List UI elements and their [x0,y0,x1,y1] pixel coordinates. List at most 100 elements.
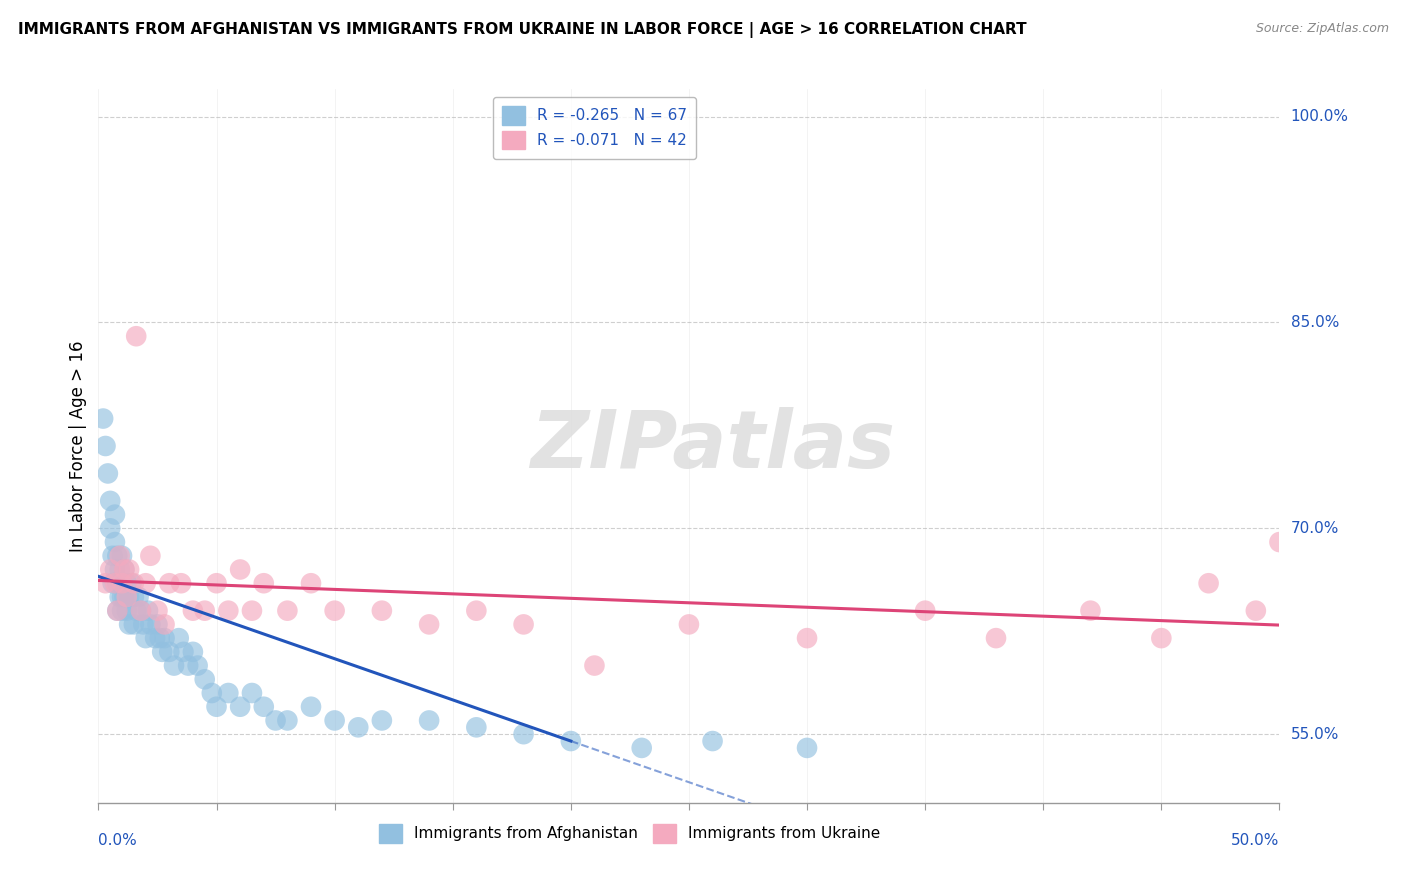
Point [122,617,145,632]
Text: 70.0%: 70.0% [1291,521,1339,536]
Point [172,645,194,659]
Point [108,590,131,604]
Point [146,604,169,618]
Point [153,617,176,632]
Point [121,576,143,591]
Point [465,604,488,618]
Text: 55.0%: 55.0% [1291,727,1339,741]
Point [105,549,128,563]
Point [115,576,138,591]
Text: 100.0%: 100.0% [1291,109,1348,124]
Point [371,714,394,728]
Point [512,617,534,632]
Point [187,658,209,673]
Point [135,576,157,591]
Point [630,740,652,755]
Point [194,604,217,618]
Point [418,714,440,728]
Point [108,562,131,576]
Point [702,734,724,748]
Point [129,604,152,618]
Point [111,549,134,563]
Point [253,576,276,591]
Point [167,631,190,645]
Point [149,631,172,645]
Point [299,699,322,714]
Point [105,604,128,618]
Point [108,549,131,563]
Point [97,467,120,481]
Point [104,535,127,549]
Point [177,658,200,673]
Point [465,720,488,734]
Text: 50.0%: 50.0% [1232,833,1279,848]
Point [1198,576,1220,591]
Point [796,631,818,645]
Point [111,576,134,591]
Point [105,604,128,618]
Point [105,576,128,591]
Point [796,740,818,755]
Point [136,604,159,618]
Point [347,720,370,734]
Point [323,714,346,728]
Point [205,576,228,591]
Point [128,590,150,604]
Y-axis label: In Labor Force | Age > 16: In Labor Force | Age > 16 [69,340,87,552]
Point [181,645,204,659]
Point [118,617,141,632]
Text: ZIPatlas: ZIPatlas [530,407,896,485]
Point [205,699,228,714]
Point [112,562,135,576]
Point [157,576,180,591]
Point [101,576,124,591]
Point [153,631,176,645]
Point [181,604,204,618]
Point [129,604,152,618]
Point [118,590,141,604]
Point [143,631,166,645]
Point [122,576,145,591]
Point [122,590,145,604]
Point [132,617,155,632]
Point [118,562,141,576]
Point [217,604,239,618]
Legend: Immigrants from Afghanistan, Immigrants from Ukraine: Immigrants from Afghanistan, Immigrants … [373,818,887,848]
Point [1080,604,1102,618]
Text: 0.0%: 0.0% [98,833,138,848]
Point [111,590,134,604]
Point [217,686,239,700]
Point [146,617,169,632]
Point [94,576,117,591]
Point [201,686,224,700]
Point [678,617,700,632]
Point [984,631,1007,645]
Point [1244,604,1267,618]
Point [253,699,276,714]
Point [194,673,217,687]
Point [583,658,606,673]
Point [229,699,252,714]
Point [101,549,124,563]
Point [135,631,157,645]
Point [98,494,121,508]
Point [371,604,394,618]
Point [914,604,936,618]
Point [112,562,135,576]
Point [1150,631,1173,645]
Text: 85.0%: 85.0% [1291,315,1339,330]
Point [112,590,135,604]
Point [104,562,127,576]
Point [276,604,298,618]
Point [150,645,173,659]
Point [115,604,138,618]
Point [170,576,193,591]
Point [560,734,582,748]
Point [91,411,114,425]
Point [98,521,121,535]
Point [115,590,138,604]
Point [125,604,148,618]
Point [111,576,134,591]
Point [98,562,121,576]
Point [139,617,162,632]
